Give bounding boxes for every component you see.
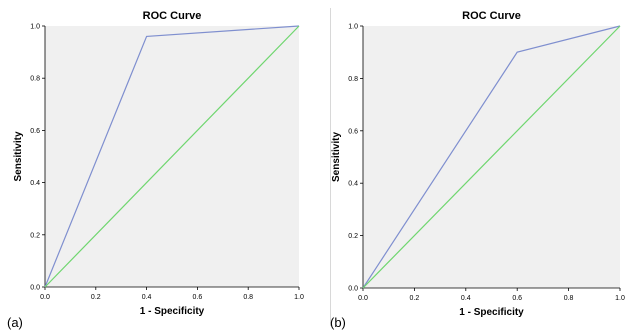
y-tick-label: 0.0 (30, 285, 40, 292)
reference-diagonal-line (362, 25, 621, 289)
y-tick-label: 1.0 (348, 24, 358, 31)
y-tick-label: 0.6 (30, 128, 40, 135)
y-tick-label: 0.4 (348, 181, 358, 188)
x-tick-label: 0.2 (410, 295, 420, 302)
y-tick-label: 0.4 (30, 180, 40, 187)
roc-curve-line (362, 25, 621, 289)
x-tick-label: 1.0 (294, 294, 304, 301)
y-tick-label: 1.0 (30, 24, 40, 31)
y-tick-label: 0.0 (348, 286, 358, 293)
panel-label: (a) (7, 315, 23, 330)
x-tick-label: 0.0 (40, 294, 50, 301)
roc-curve-line (44, 25, 300, 288)
y-tick-label: 0.2 (30, 232, 40, 239)
x-axis-label: 1 - Specificity (459, 307, 524, 318)
x-tick-label: 0.4 (461, 295, 471, 302)
y-axis-label: Sensitivity (13, 131, 24, 181)
x-tick-label: 1.0 (615, 295, 625, 302)
y-tick-label: 0.8 (30, 76, 40, 83)
x-tick-label: 0.2 (91, 294, 101, 301)
x-tick-label: 0.6 (512, 295, 522, 302)
y-tick-label: 0.6 (348, 128, 358, 135)
x-tick-label: 0.0 (358, 295, 368, 302)
x-tick-label: 0.8 (243, 294, 253, 301)
panel-divider (330, 8, 331, 326)
y-tick-label: 0.8 (348, 76, 358, 83)
y-axis-label: Sensitivity (331, 132, 342, 182)
y-tick-label: 0.2 (348, 233, 358, 240)
chart-title: ROC Curve (143, 10, 202, 22)
reference-diagonal-line (44, 25, 300, 288)
panel-label: (b) (330, 315, 346, 330)
x-axis-label: 1 - Specificity (140, 306, 205, 317)
x-tick-label: 0.8 (564, 295, 574, 302)
x-tick-label: 0.4 (142, 294, 152, 301)
x-tick-label: 0.6 (193, 294, 203, 301)
chart-title: ROC Curve (462, 10, 521, 22)
